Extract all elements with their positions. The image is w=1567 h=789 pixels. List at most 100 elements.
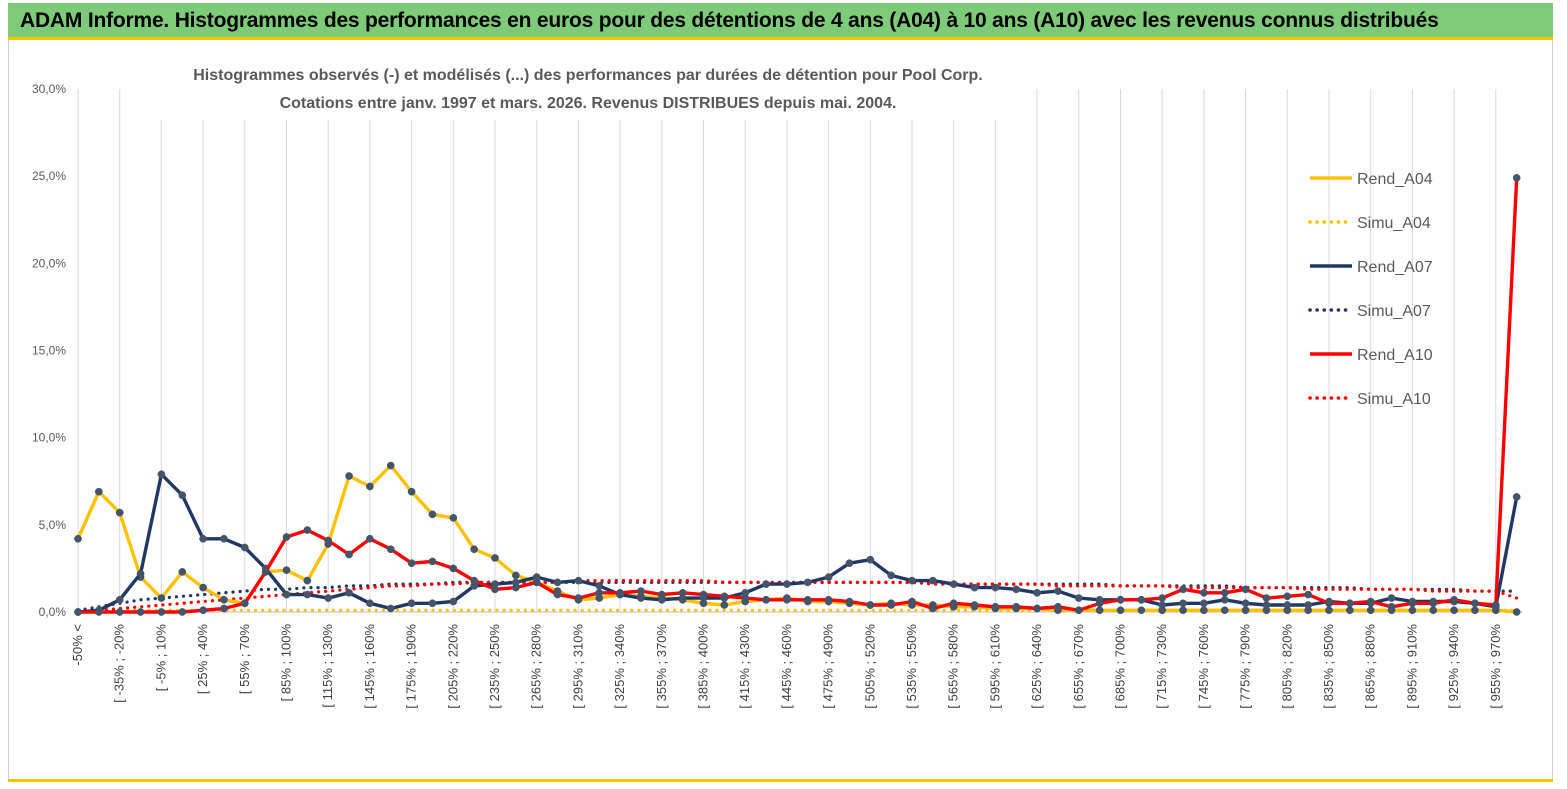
x-tick-label: [ 685% ; 700%: [1113, 624, 1128, 709]
x-tick-label: [ 295% ; 310%: [570, 624, 585, 709]
data-point: [1262, 601, 1271, 609]
x-tick-label: [ 385% ; 400%: [696, 624, 711, 709]
data-point: [449, 564, 458, 573]
x-tick-label: [ 505% ; 520%: [862, 624, 877, 709]
data-point: [699, 590, 708, 599]
data-point: [1429, 606, 1438, 615]
data-point: [803, 578, 812, 587]
x-tick-label: [ 535% ; 550%: [904, 624, 919, 709]
data-point: [345, 550, 353, 559]
series-rend-a07: [74, 470, 1521, 616]
x-tick-label: [ 85% ; 100%: [279, 624, 294, 702]
x-tick-label: [ 715% ; 730%: [1154, 624, 1169, 709]
data-point: [720, 601, 729, 609]
x-tick-label: [ 175% ; 190%: [404, 624, 419, 709]
legend-label: Rend_A10: [1357, 347, 1433, 364]
data-point: [74, 608, 82, 616]
data-point: [1179, 585, 1187, 594]
data-point: [1471, 599, 1479, 608]
x-tick-label: [ 475% ; 490%: [821, 624, 836, 709]
data-point: [1220, 588, 1229, 597]
data-point: [470, 545, 478, 554]
data-point: [1512, 493, 1521, 501]
x-tick-label: [ 625% ; 640%: [1029, 624, 1044, 709]
x-tick-label: [ -5% ; 10%: [153, 624, 168, 692]
data-point: [1012, 602, 1021, 611]
y-tick-label: 5,0%: [39, 518, 67, 532]
data-point: [345, 588, 353, 597]
data-point: [1429, 599, 1438, 608]
y-tick-label: 20,0%: [32, 256, 66, 270]
data-point: [1283, 601, 1292, 609]
data-point: [991, 583, 1000, 592]
data-point: [1366, 606, 1375, 615]
data-point: [115, 608, 124, 616]
data-point: [1158, 601, 1167, 609]
x-tick-label: [ 25% ; 40%: [195, 624, 210, 695]
data-point: [1283, 592, 1292, 601]
series-lines: [74, 174, 1521, 616]
series-rend-a04: [74, 461, 1521, 616]
data-point: [1241, 599, 1250, 608]
x-tick-label: [ 415% ; 430%: [737, 624, 752, 709]
data-point: [240, 543, 249, 552]
x-tick-label: [ 955% ; 970%: [1488, 624, 1503, 709]
data-point: [532, 578, 541, 587]
data-point: [1179, 599, 1187, 608]
data-point: [783, 595, 791, 604]
data-point: [324, 594, 333, 602]
legend-label: Simu_A10: [1357, 391, 1431, 408]
y-axis-ticks: 0,0% 5,0% 10,0% 15,0% 20,0% 25,0% 30,0%: [32, 82, 66, 619]
chart-title: Histogrammes observés (-) et modélisés (…: [193, 67, 983, 84]
chart-frame: [8, 40, 1553, 781]
data-point: [553, 578, 562, 587]
data-point: [1491, 601, 1500, 609]
data-point: [240, 599, 249, 608]
y-tick-label: 10,0%: [32, 431, 66, 445]
data-point: [1012, 585, 1021, 594]
data-point: [470, 576, 478, 585]
data-point: [1304, 590, 1313, 599]
legend-item: Simu_A04: [1308, 215, 1431, 232]
data-point: [1200, 599, 1208, 608]
data-point: [1158, 594, 1167, 602]
legend-label: Simu_A07: [1357, 303, 1431, 320]
data-point: [1512, 174, 1521, 182]
data-point: [970, 601, 979, 609]
data-point: [1387, 602, 1396, 611]
data-point: [1054, 587, 1062, 595]
data-point: [303, 576, 312, 585]
data-point: [282, 566, 291, 575]
x-tick-label: [ 265% ; 280%: [529, 624, 544, 709]
data-point: [220, 595, 228, 604]
legend-item: Simu_A07: [1308, 303, 1431, 320]
data-point: [199, 534, 207, 543]
data-point: [1241, 585, 1250, 594]
data-point: [95, 487, 103, 496]
legend-label: Rend_A07: [1357, 259, 1433, 276]
legend-label: Rend_A04: [1357, 171, 1433, 188]
data-point: [512, 583, 520, 592]
data-point: [428, 510, 437, 519]
data-point: [1074, 594, 1083, 602]
data-point: [866, 555, 875, 564]
data-point: [845, 597, 854, 606]
data-point: [1325, 599, 1333, 608]
x-tick-label: [ 895% ; 910%: [1404, 624, 1419, 709]
x-axis-ticks: -50% < [ -35% ; -20% [ -5% ; 10% [ 25% ; 40…: [70, 624, 1503, 709]
x-tick-label: [ 655% ; 670%: [1071, 624, 1086, 709]
data-point: [428, 557, 437, 566]
data-point: [762, 580, 770, 588]
series-simu-a10: [76, 578, 1519, 614]
series-line: [78, 177, 1519, 614]
data-point: [991, 602, 1000, 611]
data-point: [386, 545, 395, 554]
data-point: [366, 599, 374, 608]
data-point: [1450, 606, 1458, 615]
data-point: [1074, 606, 1083, 615]
y-tick-label: 25,0%: [32, 169, 66, 183]
data-point: [657, 590, 666, 599]
x-tick-label: [ 55% ; 70%: [237, 624, 252, 695]
data-point: [386, 604, 395, 613]
